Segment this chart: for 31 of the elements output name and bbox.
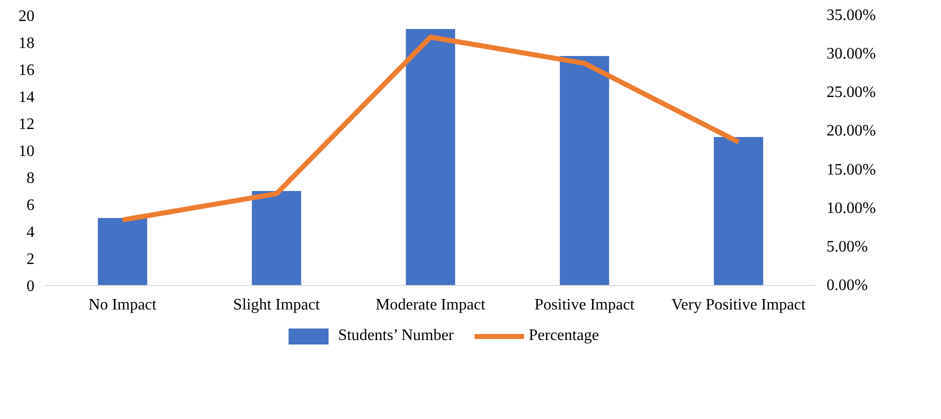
y2-tick-label: 25.00% <box>826 84 876 102</box>
y-tick-label: 16 <box>18 62 34 79</box>
y2-tick-label: 15.00% <box>826 161 876 178</box>
y-tick-label: 20 <box>18 8 34 25</box>
bar <box>252 191 302 286</box>
legend-label: Percentage <box>528 327 599 345</box>
y2-tick-label: 5.00% <box>826 238 868 256</box>
bar <box>560 56 610 286</box>
bar <box>714 137 764 286</box>
y2-tick-label: 35.00% <box>826 7 876 24</box>
y-tick-label: 12 <box>18 116 34 133</box>
y2-tick-label: 20.00% <box>826 122 876 140</box>
y-tick-label: 8 <box>26 170 34 187</box>
bar <box>406 29 456 286</box>
y-tick-label: 14 <box>18 89 34 106</box>
x-tick-label: Moderate Impact <box>376 296 486 314</box>
y-tick-label: 4 <box>26 224 34 241</box>
y-tick-label: 2 <box>26 251 34 268</box>
y-tick-label: 10 <box>18 143 34 160</box>
x-tick-label: Positive Impact <box>534 296 636 314</box>
x-tick-label: No Impact <box>88 296 158 314</box>
y-tick-label: 18 <box>18 35 34 52</box>
x-tick-label: Slight Impact <box>233 296 320 314</box>
y-tick-label: 6 <box>26 197 34 214</box>
y2-tick-label: 10.00% <box>826 200 876 217</box>
y-tick-label: 0 <box>26 278 34 295</box>
y2-tick-label: 30.00% <box>826 46 876 63</box>
legend-label: Students’ Number <box>338 327 454 345</box>
x-tick-label: Very Positive Impact <box>671 296 806 314</box>
y2-tick-label: 0.00% <box>826 277 868 294</box>
bar <box>98 218 148 286</box>
